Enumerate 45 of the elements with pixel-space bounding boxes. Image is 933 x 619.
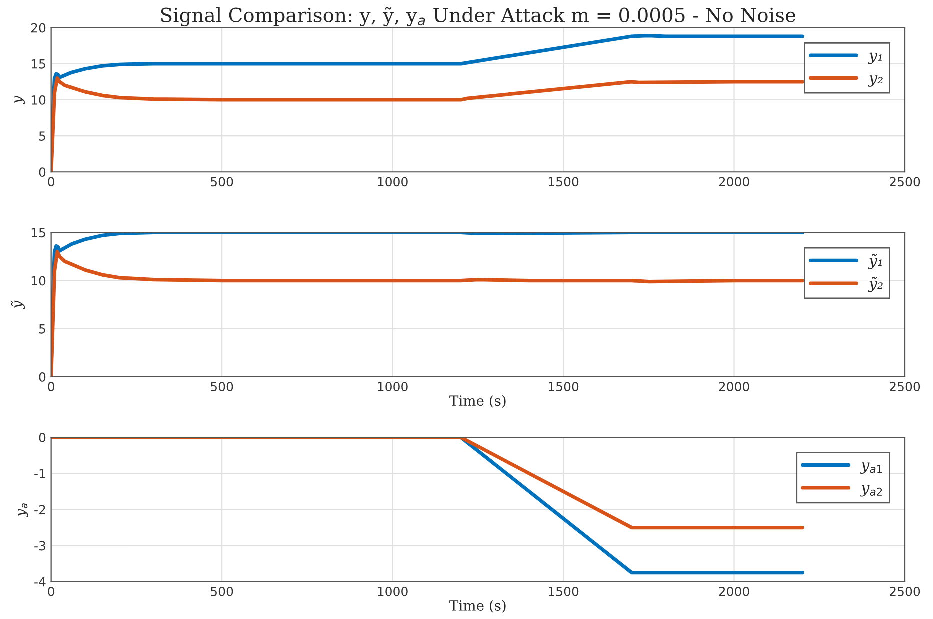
x-tick-label: 2000 — [719, 177, 750, 187]
legend-label: ỹ₁ — [868, 254, 882, 270]
y-tick-label: -4 — [34, 577, 46, 587]
x-tick-label: 2500 — [890, 382, 920, 392]
y-tick-label: -2 — [34, 505, 46, 514]
y-tick-label: 0 — [39, 168, 46, 178]
y-tick-label: 10 — [32, 95, 46, 105]
y-axis-title: y$_{a}$ — [18, 504, 28, 518]
x-tick-label: 1500 — [549, 382, 579, 392]
legend-label: y$_{a2}$ — [860, 485, 882, 497]
x-tick-label: 2500 — [890, 586, 920, 596]
x-tick-label: 2500 — [890, 177, 920, 187]
x-tick-label: 500 — [211, 177, 234, 187]
x-tick-label: 0 — [48, 586, 54, 596]
x-axis-title: Time (s) — [450, 600, 506, 613]
y-tick-label: 10 — [32, 276, 46, 286]
y-tick-label: 15 — [32, 228, 46, 238]
x-tick-label: 0 — [48, 382, 54, 392]
legend-label: y₂ — [868, 76, 883, 87]
y-tick-label: 5 — [39, 324, 46, 334]
x-tick-label: 500 — [211, 586, 234, 596]
x-tick-label: 1000 — [378, 382, 408, 392]
legend-label: ỹ₂ — [868, 277, 883, 292]
x-tick-label: 2000 — [719, 382, 750, 392]
legend-label: y$_{a1}$ — [860, 462, 882, 474]
y-tick-label: 15 — [32, 60, 46, 69]
y-tick-label: 5 — [39, 132, 46, 141]
y-tick-label: -1 — [34, 469, 46, 478]
x-tick-label: 2000 — [719, 586, 750, 596]
legend-label: y₁ — [868, 52, 882, 64]
x-tick-label: 0 — [48, 177, 54, 187]
x-tick-label: 1500 — [549, 177, 579, 187]
x-tick-label: 1500 — [549, 586, 579, 596]
x-tick-label: 1000 — [378, 586, 408, 596]
chart-title: Signal Comparison: y, ỹ, y$_{a}$ Under Attack m = 0.0005 - No Noise — [161, 7, 796, 27]
x-axis-title: Time (s) — [450, 395, 506, 408]
x-tick-label: 500 — [211, 382, 234, 392]
y-tick-label: 20 — [31, 23, 46, 33]
x-tick-label: 1000 — [378, 177, 408, 187]
y-tick-label: 0 — [39, 372, 46, 382]
line-series — [51, 76, 804, 172]
y-axis-title: y — [14, 96, 25, 104]
y-tick-label: -3 — [34, 541, 46, 551]
y-axis-title: ỹ — [11, 300, 25, 310]
y-tick-label: 0 — [39, 433, 46, 443]
